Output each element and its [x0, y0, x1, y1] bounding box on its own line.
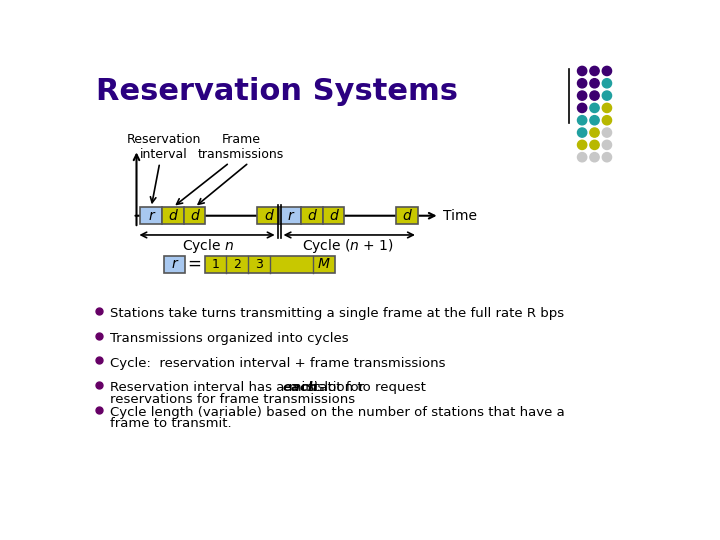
Circle shape	[602, 79, 611, 88]
Bar	[323, 207, 344, 224]
Circle shape	[590, 91, 599, 100]
Bar	[279, 207, 301, 224]
Text: $M$: $M$	[318, 257, 331, 271]
Bar	[396, 207, 418, 224]
Text: Stations take turns transmitting a single frame at the full rate R bps: Stations take turns transmitting a singl…	[110, 307, 564, 320]
Circle shape	[602, 140, 611, 150]
Text: frame to transmit.: frame to transmit.	[110, 417, 232, 430]
Text: r: r	[287, 209, 293, 222]
Circle shape	[577, 128, 587, 137]
Text: Reservation
interval: Reservation interval	[127, 133, 201, 161]
Circle shape	[577, 116, 587, 125]
Circle shape	[590, 79, 599, 88]
Text: d: d	[264, 209, 273, 222]
Text: d: d	[402, 209, 411, 222]
Circle shape	[577, 153, 587, 162]
Text: r: r	[148, 209, 154, 222]
Text: r: r	[171, 257, 177, 271]
Circle shape	[590, 103, 599, 112]
Bar	[301, 207, 323, 224]
Text: Reservation interval has a minislot for: Reservation interval has a minislot for	[110, 381, 369, 394]
Bar	[184, 207, 205, 224]
Circle shape	[577, 140, 587, 150]
Text: Cycle $n$: Cycle $n$	[181, 237, 234, 254]
Circle shape	[590, 128, 599, 137]
Text: Transmissions organized into cycles: Transmissions organized into cycles	[110, 332, 348, 345]
Bar	[258, 207, 279, 224]
Text: Reservation Systems: Reservation Systems	[96, 77, 458, 106]
Text: =: =	[187, 255, 201, 273]
Text: 2: 2	[233, 258, 241, 271]
Text: Frame
transmissions: Frame transmissions	[198, 133, 284, 161]
Bar	[162, 207, 184, 224]
Circle shape	[602, 128, 611, 137]
Circle shape	[577, 79, 587, 88]
Circle shape	[577, 91, 587, 100]
Bar	[140, 207, 162, 224]
Circle shape	[577, 103, 587, 112]
Circle shape	[590, 66, 599, 76]
Bar	[163, 256, 185, 273]
Text: d: d	[329, 209, 338, 222]
Text: d: d	[168, 209, 177, 222]
Text: d: d	[307, 209, 316, 222]
Text: Cycle length (variable) based on the number of stations that have a: Cycle length (variable) based on the num…	[110, 406, 565, 419]
Text: station to request: station to request	[303, 381, 426, 394]
Circle shape	[602, 91, 611, 100]
Text: 3: 3	[255, 258, 263, 271]
Circle shape	[602, 153, 611, 162]
Text: 1: 1	[212, 258, 220, 271]
Text: each: each	[282, 381, 318, 394]
Text: Cycle ($n$ + 1): Cycle ($n$ + 1)	[302, 237, 395, 254]
Bar	[204, 256, 335, 273]
Circle shape	[602, 66, 611, 76]
Text: Time: Time	[443, 209, 477, 222]
Circle shape	[602, 116, 611, 125]
Circle shape	[590, 116, 599, 125]
Text: Cycle:  reservation interval + frame transmissions: Cycle: reservation interval + frame tran…	[110, 356, 446, 369]
Circle shape	[590, 140, 599, 150]
Text: reservations for frame transmissions: reservations for frame transmissions	[110, 393, 355, 406]
Circle shape	[602, 103, 611, 112]
Text: d: d	[190, 209, 199, 222]
Circle shape	[590, 153, 599, 162]
Circle shape	[577, 66, 587, 76]
